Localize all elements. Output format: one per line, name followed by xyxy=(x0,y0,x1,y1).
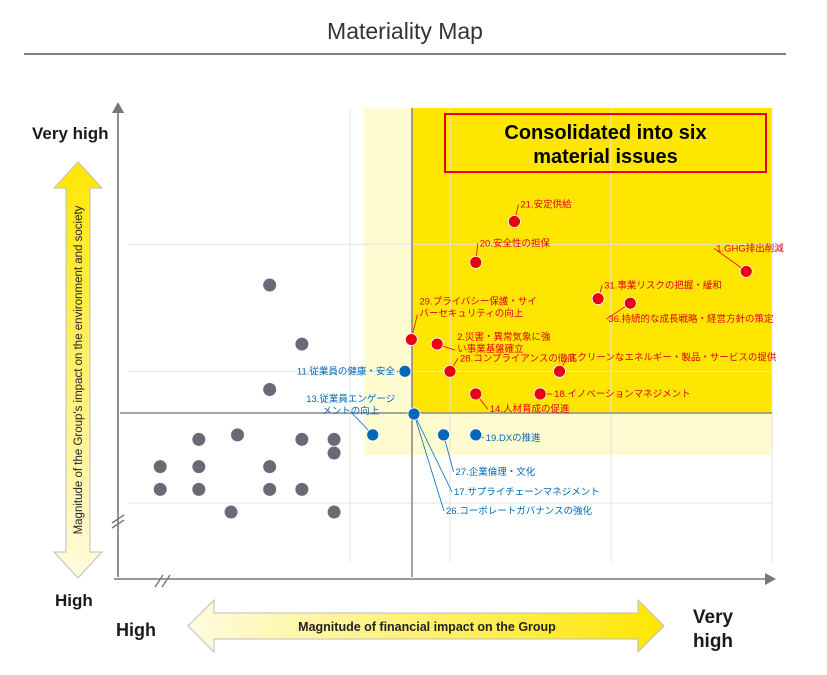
issue-label-line: 31.事業リスクの把握・緩和 xyxy=(604,280,722,292)
x-axis-double-arrow xyxy=(187,598,665,654)
issue-point-gray xyxy=(224,505,238,519)
issue-point-red xyxy=(404,333,418,346)
issue-label: 28.コンプライアンスの徹底 xyxy=(460,352,577,364)
x-axis-break xyxy=(154,574,164,588)
issue-label-line: 28.コンプライアンスの徹底 xyxy=(460,352,577,364)
issue-point-gray xyxy=(153,460,167,474)
issue-label: 14.人材育成の促進 xyxy=(490,403,570,415)
y-axis-bottom-label: High xyxy=(55,591,93,610)
issue-point-blue xyxy=(398,364,412,378)
issue-label: 21.安定供給 xyxy=(520,199,572,211)
issue-point-gray xyxy=(327,446,341,460)
issue-point-blue xyxy=(366,428,380,442)
issue-label-line: 1.GHG排出削減 xyxy=(716,242,784,254)
issue-point-gray xyxy=(263,460,277,474)
label-leader xyxy=(413,413,445,512)
issue-point-gray xyxy=(327,432,341,446)
issue-point-red xyxy=(739,265,753,278)
issue-point-gray xyxy=(153,482,167,496)
issue-point-blue xyxy=(469,428,483,442)
issue-point-gray xyxy=(230,428,244,442)
issue-point-gray xyxy=(295,482,309,496)
issue-label-line: 36.持続的な成長戦略・経営方針の策定 xyxy=(608,313,774,325)
issue-label-line: バーセキュリティの向上 xyxy=(419,308,523,320)
x-axis-arrowhead xyxy=(765,573,776,585)
label-leader xyxy=(413,413,453,493)
issue-point-red xyxy=(508,215,521,228)
label-leader xyxy=(714,248,747,272)
issue-point-gray xyxy=(295,337,309,351)
issue-label: 20.安全性の担保 xyxy=(480,237,551,249)
issue-label-line: 29.プライバシー保護・サイ xyxy=(419,296,537,308)
issue-point-gray xyxy=(327,505,341,519)
issue-point-red xyxy=(469,255,483,269)
issue-point-gray xyxy=(192,460,206,474)
x-axis-title: Magnitude of financial impact on the Gro… xyxy=(298,620,556,634)
x-axis-break xyxy=(161,574,171,588)
x-axis-left-label: High xyxy=(116,620,156,640)
issue-label: 1.GHG排出削減 xyxy=(716,242,784,254)
issue-label-line: 21.安定供給 xyxy=(520,199,572,211)
y-axis-break xyxy=(111,514,125,524)
issue-label-line: 3.クリーンなエネルギー・製品・サービスの提供 xyxy=(569,351,776,363)
issue-label: 26.コーポレートガバナンスの強化 xyxy=(446,505,593,517)
issue-label-line: 19.DXの推進 xyxy=(486,432,541,444)
issue-label: 2.災害・異常気象に強い事業基盤確立 xyxy=(457,331,551,355)
issue-label: 19.DXの推進 xyxy=(486,432,541,444)
issue-point-red xyxy=(533,387,547,401)
issue-label-line: 17.サプライチェーンマネジメント xyxy=(454,487,600,498)
issue-label: 11.従業員の健康・安全 xyxy=(297,365,396,377)
issue-label: 36.持続的な成長戦略・経営方針の策定 xyxy=(608,313,774,325)
x-axis-right-line-2: high xyxy=(692,631,734,652)
issue-point-gray xyxy=(192,432,206,446)
x-axis-right-label: Very high xyxy=(688,606,738,654)
pale-horizontal-zone xyxy=(364,413,772,455)
issue-label-line: 18.イノベーションマネジメント xyxy=(554,389,691,400)
callout-line-2: material issues xyxy=(533,146,678,168)
issue-label: 17.サプライチェーンマネジメント xyxy=(454,487,600,498)
issue-label-line: 13.従業員エンゲージ xyxy=(306,393,395,405)
issue-label-line: メントの向上 xyxy=(322,405,380,417)
y-axis-double-arrow xyxy=(52,161,104,579)
issue-label: 3.クリーンなエネルギー・製品・サービスの提供 xyxy=(569,351,776,363)
callout-line-1: Consolidated into six xyxy=(504,122,707,144)
pale-vertical-zone xyxy=(364,108,412,454)
issue-label-line: 27.企業倫理・文化 xyxy=(456,466,536,478)
issue-label: 13.従業員エンゲージメントの向上 xyxy=(306,393,395,417)
issue-point-red xyxy=(469,387,483,401)
issue-point-red xyxy=(623,296,637,310)
issue-label-line: 26.コーポレートガバナンスの強化 xyxy=(446,505,593,517)
issue-label-line: い事業基盤確立 xyxy=(457,343,524,355)
issue-label: 29.プライバシー保護・サイバーセキュリティの向上 xyxy=(419,296,537,320)
issue-label: 31.事業リスクの把握・緩和 xyxy=(604,280,722,292)
issue-label-line: 11.従業員の健康・安全 xyxy=(297,365,396,377)
issue-label-line: 20.安全性の担保 xyxy=(480,237,551,249)
issue-point-red xyxy=(553,364,566,378)
y-axis-break xyxy=(111,519,125,529)
issue-point-blue xyxy=(437,428,450,442)
issue-point-gray xyxy=(263,278,277,292)
issue-point-red xyxy=(430,337,444,351)
issue-label: 27.企業倫理・文化 xyxy=(456,466,536,478)
callout-box: Consolidated into six material issues xyxy=(444,113,767,173)
x-axis-right-line-1: Very xyxy=(692,607,734,628)
issue-point-red xyxy=(591,292,605,306)
issue-point-gray xyxy=(263,482,277,496)
issue-point-blue xyxy=(407,407,421,421)
y-axis-title: Magnitude of the Group's impact on the e… xyxy=(73,205,85,534)
issue-point-gray xyxy=(295,432,309,446)
issue-point-gray xyxy=(263,382,277,396)
title-divider xyxy=(24,53,786,55)
y-axis-top-label: Very high xyxy=(32,124,109,143)
issue-point-gray xyxy=(192,482,206,496)
issue-label-line: 2.災害・異常気象に強 xyxy=(457,331,551,343)
page-title: Materiality Map xyxy=(327,18,483,44)
issue-label: 18.イノベーションマネジメント xyxy=(554,389,691,400)
issue-point-red xyxy=(443,364,457,378)
y-axis-arrowhead xyxy=(112,102,124,113)
issue-label-line: 14.人材育成の促進 xyxy=(490,403,570,415)
